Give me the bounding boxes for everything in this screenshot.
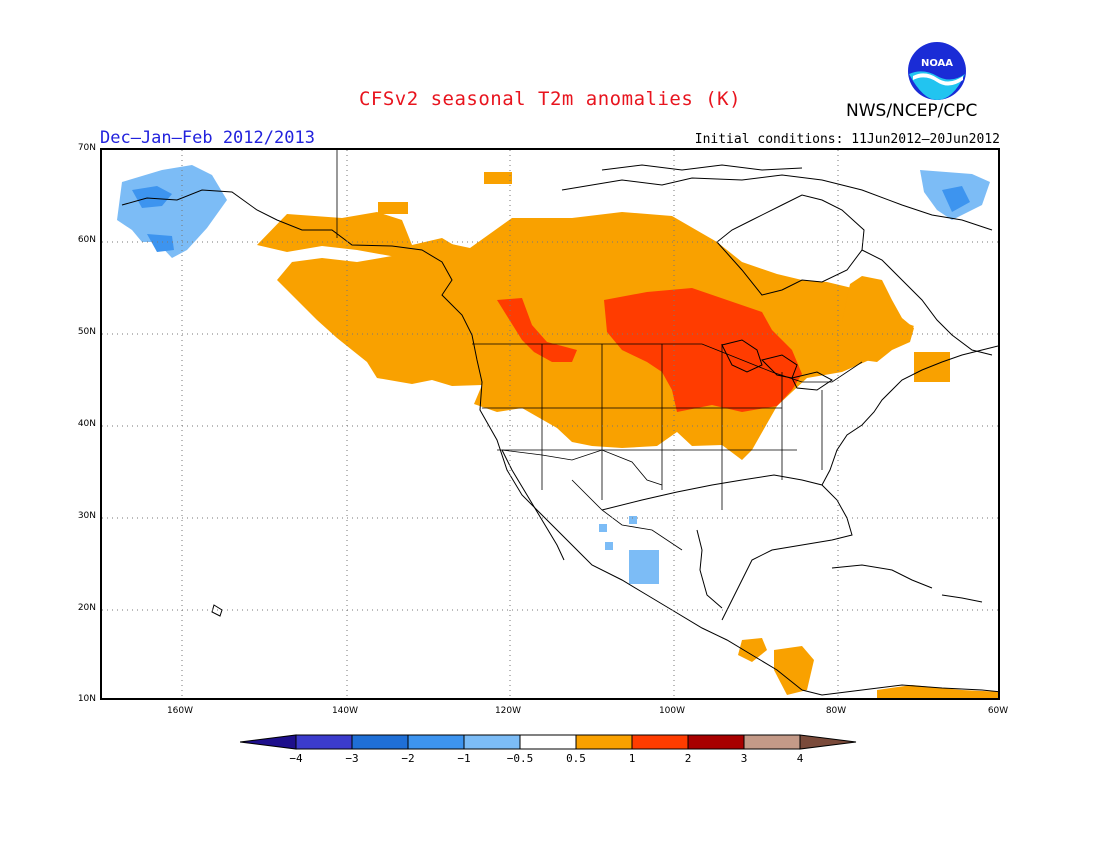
forecast-period: Dec–Jan–Feb 2012/2013 xyxy=(100,128,315,148)
agency-label: NWS/NCEP/CPC xyxy=(846,101,978,121)
noaa-logo: NOAA xyxy=(893,40,981,106)
legend-tick-label: 3 xyxy=(740,752,748,765)
lat-label-50n: 50N xyxy=(77,327,96,337)
legend-tick-label: −2 xyxy=(401,752,415,765)
lon-label-140w: 140W xyxy=(331,706,359,716)
legend-swatch xyxy=(519,734,577,750)
lon-label-60w: 60W xyxy=(987,706,1009,716)
legend-tick-label: −3 xyxy=(345,752,359,765)
graticule xyxy=(102,150,998,698)
anomaly-map xyxy=(100,148,1000,700)
legend-swatch xyxy=(575,734,633,750)
lon-label-80w: 80W xyxy=(825,706,847,716)
legend-swatch xyxy=(351,734,409,750)
lon-label-160w: 160W xyxy=(166,706,194,716)
color-legend xyxy=(239,734,862,754)
legend-swatch xyxy=(407,734,465,750)
legend-swatch-max xyxy=(799,734,857,750)
lat-label-20n: 20N xyxy=(77,603,96,613)
legend-tick-label: 1 xyxy=(628,752,636,765)
map-title-text: CFSv2 seasonal T2m anomalies (K) xyxy=(358,88,742,110)
lon-label-100w: 100W xyxy=(658,706,686,716)
lon-label-120w: 120W xyxy=(494,706,522,716)
legend-swatch xyxy=(463,734,521,750)
legend-tick-label: 0.5 xyxy=(566,752,586,765)
political-borders xyxy=(336,150,863,551)
legend-tick-label: 4 xyxy=(796,752,804,765)
legend-swatch xyxy=(295,734,353,750)
legend-swatch xyxy=(631,734,689,750)
legend-swatch xyxy=(687,734,745,750)
lat-label-60n: 60N xyxy=(77,235,96,245)
map-title: CFSv2 seasonal T2m anomalies (K) xyxy=(0,88,1100,110)
map-canvas xyxy=(102,150,998,698)
noaa-logo-text: NOAA xyxy=(921,58,953,69)
initial-conditions: Initial conditions: 11Jun2012–20Jun2012 xyxy=(694,132,1000,147)
warm-anomaly-region-1 xyxy=(257,172,998,698)
legend-tick-label: −0.5 xyxy=(506,752,534,765)
lat-label-40n: 40N xyxy=(77,419,96,429)
color-legend-bar xyxy=(239,734,857,750)
legend-tick-label: 2 xyxy=(684,752,692,765)
lat-label-70n: 70N xyxy=(77,143,96,153)
legend-swatch-min xyxy=(239,734,297,750)
warm-anomaly-region-2 xyxy=(497,288,802,412)
lat-label-30n: 30N xyxy=(77,511,96,521)
legend-tick-label: −1 xyxy=(457,752,471,765)
legend-swatch xyxy=(743,734,801,750)
lat-label-10n: 10N xyxy=(77,694,96,704)
coastlines xyxy=(121,164,998,696)
cool-anomaly-strong-region xyxy=(132,186,970,252)
legend-tick-label: −4 xyxy=(289,752,303,765)
